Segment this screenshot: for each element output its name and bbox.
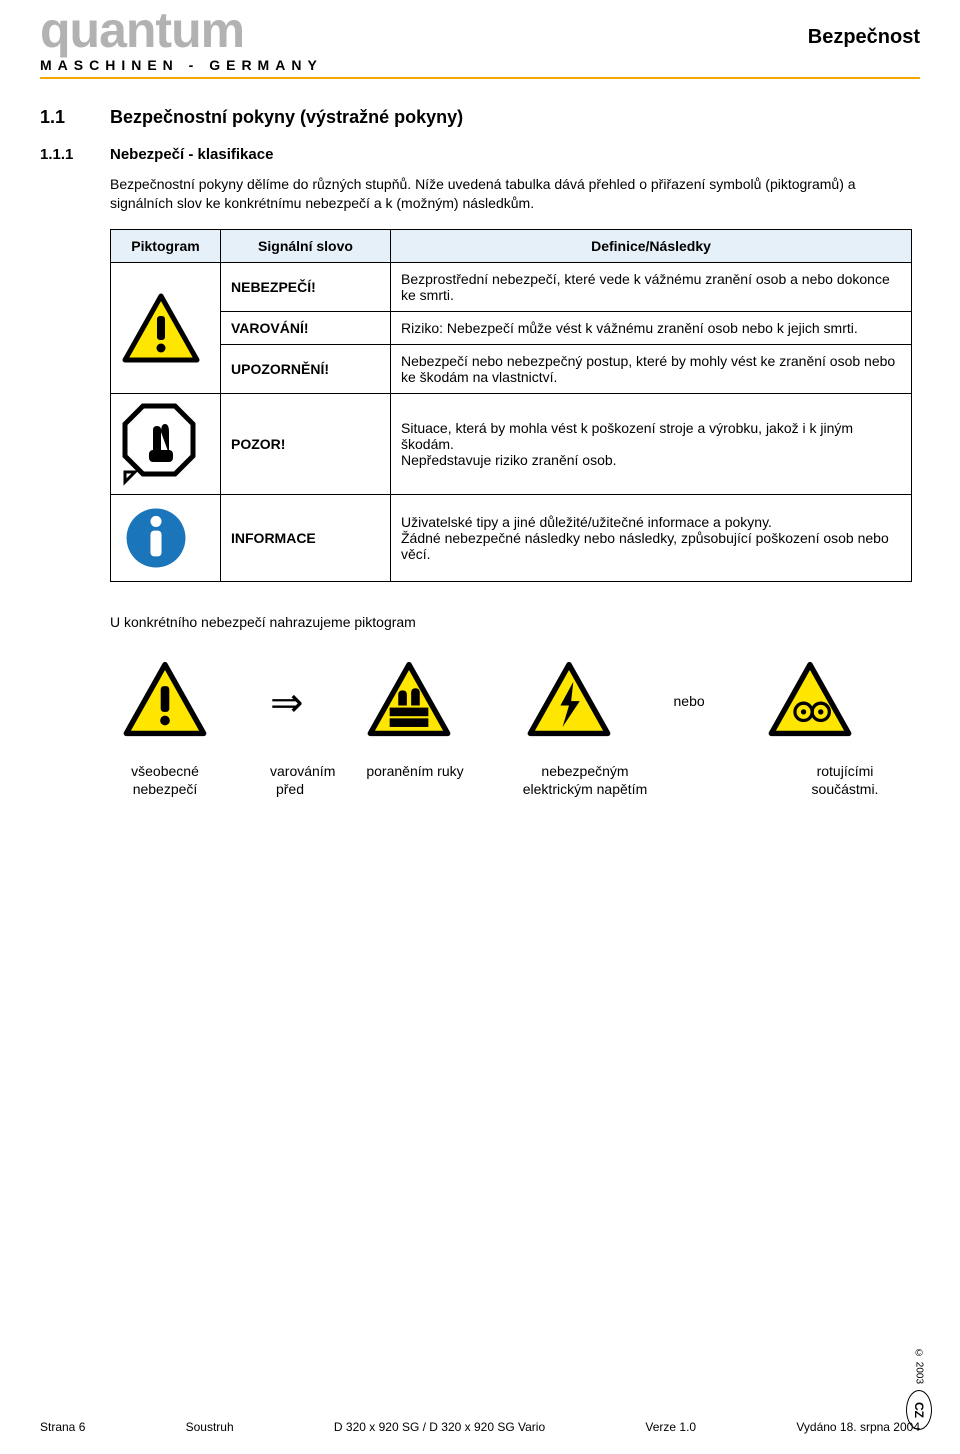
cap-rotating: rotujícími součástmi. — [790, 752, 900, 798]
cap-hand: poraněním ruky — [360, 752, 470, 780]
footer-model: D 320 x 920 SG / D 320 x 920 SG Vario — [334, 1420, 545, 1434]
col-hand — [354, 658, 464, 740]
subsection-heading: 1.1.1 Nebezpečí - klasifikace — [40, 146, 920, 163]
electric-icon — [526, 658, 612, 740]
replace-text: U konkrétního nebezpečí nahrazujeme pikt… — [110, 614, 920, 630]
copyright: © 2003 — [914, 1348, 925, 1384]
brand-block: quantum MASCHINEN - GERMANY — [40, 8, 323, 73]
cap-general: všeobecné nebezpečí — [110, 752, 220, 798]
th-signal: Signální slovo — [221, 229, 391, 262]
signal-attention: POZOR! — [221, 393, 391, 494]
footer-date: Vydáno 18. srpna 2004 — [796, 1420, 920, 1434]
def-warning: Riziko: Nebezpečí může vést k vážnému zr… — [391, 311, 912, 344]
col-electric — [514, 658, 624, 740]
header-section-title: Bezpečnost — [808, 8, 920, 49]
pictogram-replace-row: ⇒ nebo — [110, 658, 920, 740]
info-circle-icon — [121, 503, 191, 573]
nebo-text: nebo — [674, 658, 705, 709]
intro-paragraph: Bezpečnostní pokyny dělíme do různých st… — [110, 175, 920, 213]
footer-version: Verze 1.0 — [645, 1420, 696, 1434]
caption-electric: nebezpečným elektrickým napětím — [520, 762, 650, 798]
brand-name: quantum — [40, 8, 323, 53]
attention-octagon-icon — [121, 402, 199, 486]
side-badge: © 2003 CZ — [906, 1348, 932, 1430]
pict-info — [111, 494, 221, 581]
signal-info: INFORMACE — [221, 494, 391, 581]
signal-danger: NEBEZPEČÍ! — [221, 262, 391, 311]
pict-attention — [111, 393, 221, 494]
section-heading: 1.1 Bezpečnostní pokyny (výstražné pokyn… — [40, 107, 920, 128]
arrow-icon: ⇒ — [270, 658, 304, 726]
signal-caution: UPOZORNĚNÍ! — [221, 344, 391, 393]
hand-crush-icon — [366, 658, 452, 740]
def-danger: Bezprostřední nebezpečí, které vede k vá… — [391, 262, 912, 311]
page-header: quantum MASCHINEN - GERMANY Bezpečnost — [40, 0, 920, 79]
warning-triangle-icon — [121, 290, 201, 366]
subsection-number: 1.1.1 — [40, 146, 110, 163]
pict-warning — [111, 262, 221, 393]
section-title: Bezpečnostní pokyny (výstražné pokyny) — [110, 107, 463, 128]
col-rotating — [755, 658, 865, 740]
warning-triangle-icon — [122, 658, 208, 740]
th-pictogram: Piktogram — [111, 229, 221, 262]
caption-general: všeobecné nebezpečí — [110, 762, 220, 798]
footer-product: Soustruh — [186, 1420, 234, 1434]
def-attention: Situace, která by mohla vést k poškození… — [391, 393, 912, 494]
footer-page: Strana 6 — [40, 1420, 85, 1434]
caption-rotating: rotujícími součástmi. — [790, 762, 900, 798]
caption-before: varováním před — [270, 762, 310, 798]
caption-hand: poraněním ruky — [366, 762, 463, 780]
brand-tagline: MASCHINEN - GERMANY — [40, 57, 323, 73]
spacer: varováním před — [270, 752, 310, 798]
th-definition: Definice/Následky — [391, 229, 912, 262]
section-number: 1.1 — [40, 107, 110, 128]
signal-warning: VAROVÁNÍ! — [221, 311, 391, 344]
col-general — [110, 658, 220, 740]
def-caution: Nebezpečí nebo nebezpečný postup, které … — [391, 344, 912, 393]
page-footer: Strana 6 Soustruh D 320 x 920 SG / D 320… — [40, 1420, 920, 1434]
cap-electric: nebezpečným elektrickým napětím — [520, 752, 650, 798]
caption-row: všeobecné nebezpečí varováním před poran… — [110, 752, 920, 798]
subsection-title: Nebezpečí - klasifikace — [110, 146, 273, 163]
pictogram-table: Piktogram Signální slovo Definice/Násled… — [110, 229, 912, 582]
rotating-parts-icon — [767, 658, 853, 740]
def-info: Uživatelské tipy a jiné důležité/užitečn… — [391, 494, 912, 581]
